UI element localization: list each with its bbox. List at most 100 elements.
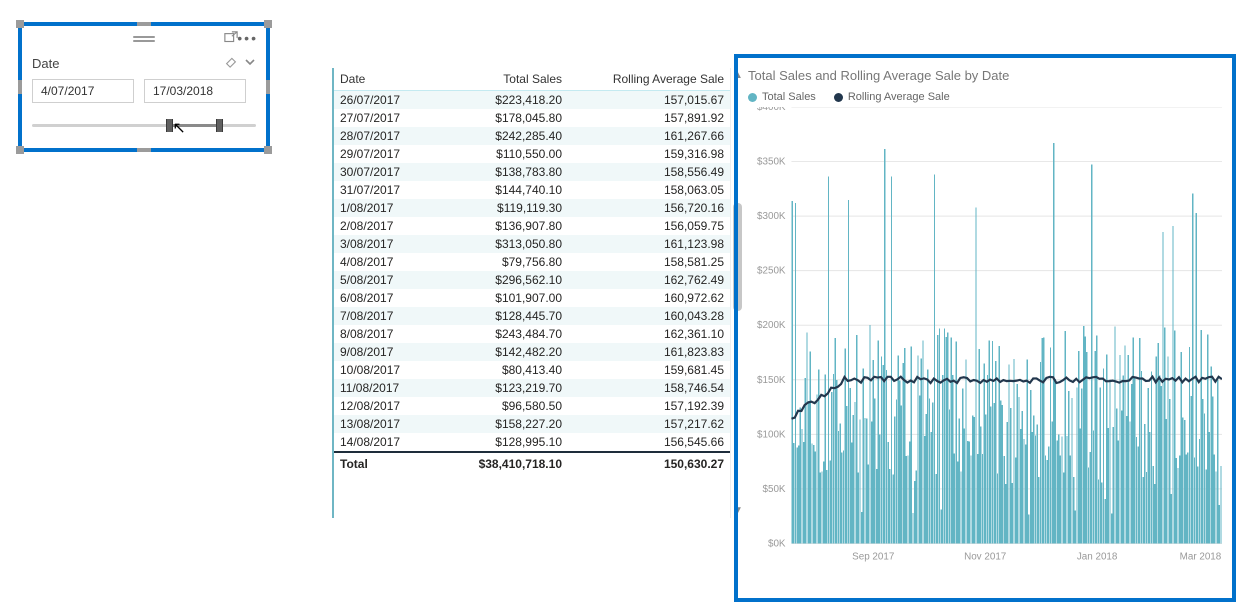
svg-text:$350K: $350K [757, 157, 786, 168]
total-sales: $38,410,718.10 [436, 453, 568, 475]
cell-rolling: 161,123.98 [568, 235, 730, 253]
cell-date: 7/08/2017 [334, 307, 436, 325]
svg-text:Nov 2017: Nov 2017 [964, 551, 1006, 562]
table-row[interactable]: 30/07/2017$138,783.80158,556.49 [334, 163, 730, 181]
date-range-slider[interactable]: ↖ [32, 117, 256, 133]
slider-thumb-to[interactable] [216, 119, 223, 132]
table-row[interactable]: 6/08/2017$101,907.00160,972.62 [334, 289, 730, 307]
cell-sales: $243,484.70 [436, 325, 568, 343]
date-from-input[interactable]: 4/07/2017 [32, 79, 134, 103]
cell-rolling: 162,361.10 [568, 325, 730, 343]
table-row[interactable]: 27/07/2017$178,045.80157,891.92 [334, 109, 730, 127]
cell-sales: $110,550.00 [436, 145, 568, 163]
cell-sales: $144,740.10 [436, 181, 568, 199]
cell-sales: $158,227.20 [436, 415, 568, 433]
legend-dot-rolling-avg [834, 93, 843, 102]
cell-rolling: 162,762.49 [568, 271, 730, 289]
resize-handle-r[interactable] [266, 80, 270, 94]
resize-handle-b[interactable] [137, 148, 151, 152]
resize-handle-l[interactable] [18, 80, 22, 94]
slicer-field-label: Date [32, 56, 59, 71]
svg-text:$150K: $150K [757, 375, 786, 386]
svg-text:Jan 2018: Jan 2018 [1077, 551, 1118, 562]
svg-text:$400K: $400K [757, 107, 786, 113]
cell-rolling: 160,043.28 [568, 307, 730, 325]
cell-rolling: 161,823.83 [568, 343, 730, 361]
col-header-sales[interactable]: Total Sales [436, 68, 568, 90]
legend-dot-total-sales [748, 93, 757, 102]
cell-rolling: 157,891.92 [568, 109, 730, 127]
resize-handle-tr[interactable] [264, 20, 272, 28]
eraser-icon[interactable] [224, 54, 238, 73]
table-row[interactable]: 28/07/2017$242,285.40161,267.66 [334, 127, 730, 145]
cell-sales: $119,119.30 [436, 199, 568, 217]
table-row[interactable]: 13/08/2017$158,227.20157,217.62 [334, 415, 730, 433]
cell-date: 30/07/2017 [334, 163, 436, 181]
cell-date: 31/07/2017 [334, 181, 436, 199]
svg-text:Mar 2018: Mar 2018 [1180, 551, 1222, 562]
total-rolling: 150,630.27 [568, 453, 730, 475]
slider-thumb-from[interactable] [166, 119, 173, 132]
col-header-date[interactable]: Date [334, 68, 436, 90]
cell-date: 12/08/2017 [334, 397, 436, 415]
more-options-icon[interactable]: ••• [237, 33, 258, 43]
table-row[interactable]: 11/08/2017$123,219.70158,746.54 [334, 379, 730, 397]
table-row[interactable]: 8/08/2017$243,484.70162,361.10 [334, 325, 730, 343]
cell-sales: $80,413.40 [436, 361, 568, 379]
cell-date: 29/07/2017 [334, 145, 436, 163]
table-header-row: Date Total Sales Rolling Average Sale [334, 68, 730, 91]
table-row[interactable]: 1/08/2017$119,119.30156,720.16 [334, 199, 730, 217]
drag-grip-icon[interactable] [133, 36, 155, 42]
sales-chart-visual[interactable]: Total Sales and Rolling Average Sale by … [734, 54, 1236, 602]
focus-mode-icon[interactable] [224, 31, 238, 45]
legend-label-rolling-avg: Rolling Average Sale [848, 91, 950, 103]
cell-sales: $136,907.80 [436, 217, 568, 235]
date-to-input[interactable]: 17/03/2018 [144, 79, 246, 103]
cell-rolling: 157,192.39 [568, 397, 730, 415]
cell-date: 4/08/2017 [334, 253, 436, 271]
cell-rolling: 161,267.66 [568, 127, 730, 145]
resize-handle-br[interactable] [264, 146, 272, 154]
cell-rolling: 159,316.98 [568, 145, 730, 163]
cell-date: 9/08/2017 [334, 343, 436, 361]
table-row[interactable]: 7/08/2017$128,445.70160,043.28 [334, 307, 730, 325]
table-row[interactable]: 4/08/2017$79,756.80158,581.25 [334, 253, 730, 271]
table-row[interactable]: 26/07/2017$223,418.20157,015.67 [334, 91, 730, 109]
svg-text:$200K: $200K [757, 320, 786, 331]
cell-date: 10/08/2017 [334, 361, 436, 379]
resize-handle-t[interactable] [137, 22, 151, 26]
date-slicer-visual[interactable]: ••• Date 4/07/2017 17/03/2018 [18, 22, 270, 152]
cell-date: 13/08/2017 [334, 415, 436, 433]
cell-sales: $123,219.70 [436, 379, 568, 397]
cell-rolling: 157,015.67 [568, 91, 730, 109]
sales-table-visual[interactable]: Date Total Sales Rolling Average Sale 26… [332, 68, 712, 518]
total-label: Total [334, 453, 436, 475]
svg-text:$50K: $50K [762, 484, 785, 495]
cell-rolling: 156,059.75 [568, 217, 730, 235]
svg-text:Sep 2017: Sep 2017 [852, 551, 894, 562]
table-row[interactable]: 2/08/2017$136,907.80156,059.75 [334, 217, 730, 235]
chart-plot-area: $0K$50K$100K$150K$200K$250K$300K$350K$40… [748, 107, 1222, 563]
table-row[interactable]: 10/08/2017$80,413.40159,681.45 [334, 361, 730, 379]
col-header-rolling[interactable]: Rolling Average Sale [568, 68, 730, 90]
cell-sales: $223,418.20 [436, 91, 568, 109]
table-total-row: Total $38,410,718.10 150,630.27 [334, 451, 730, 475]
cell-rolling: 159,681.45 [568, 361, 730, 379]
cell-sales: $128,995.10 [436, 433, 568, 451]
table-row[interactable]: 3/08/2017$313,050.80161,123.98 [334, 235, 730, 253]
cell-date: 2/08/2017 [334, 217, 436, 235]
cell-rolling: 158,581.25 [568, 253, 730, 271]
table-row[interactable]: 12/08/2017$96,580.50157,192.39 [334, 397, 730, 415]
cell-rolling: 158,746.54 [568, 379, 730, 397]
table-row[interactable]: 14/08/2017$128,995.10156,545.66 [334, 433, 730, 451]
table-row[interactable]: 5/08/2017$296,562.10162,762.49 [334, 271, 730, 289]
resize-handle-tl[interactable] [16, 20, 24, 28]
table-row[interactable]: 9/08/2017$142,482.20161,823.83 [334, 343, 730, 361]
resize-handle-bl[interactable] [16, 146, 24, 154]
cell-sales: $79,756.80 [436, 253, 568, 271]
chevron-down-icon[interactable] [244, 55, 256, 73]
table-row[interactable]: 31/07/2017$144,740.10158,063.05 [334, 181, 730, 199]
cell-rolling: 156,545.66 [568, 433, 730, 451]
table-scrollbar[interactable]: ▲ ▼ [730, 68, 731, 518]
table-row[interactable]: 29/07/2017$110,550.00159,316.98 [334, 145, 730, 163]
